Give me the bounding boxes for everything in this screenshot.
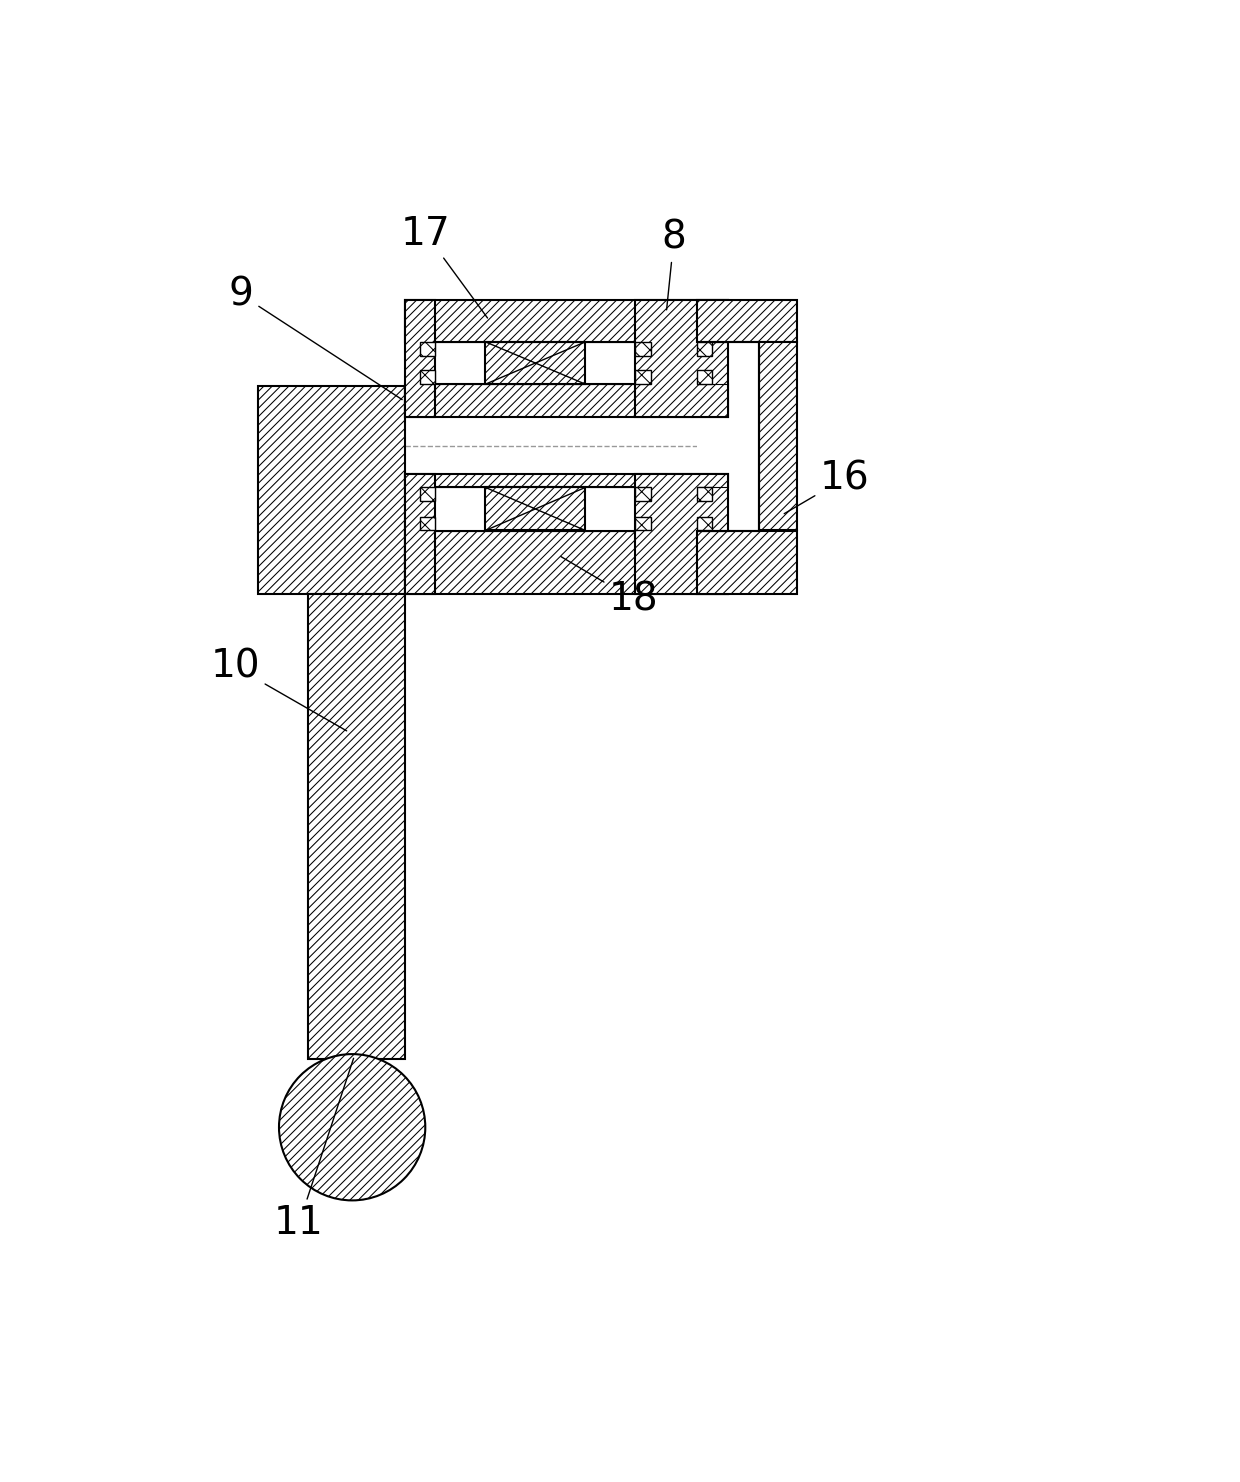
Bar	[635, 488, 651, 501]
Bar	[485, 488, 585, 531]
Bar	[697, 342, 713, 356]
Text: 11: 11	[274, 1058, 353, 1242]
Bar	[404, 531, 728, 594]
Bar	[635, 299, 728, 416]
Text: 17: 17	[402, 215, 487, 319]
Bar	[697, 299, 797, 342]
Bar	[759, 342, 797, 531]
Bar	[420, 488, 435, 501]
Bar	[404, 384, 728, 416]
Bar	[635, 517, 651, 531]
Bar	[697, 531, 797, 594]
Bar	[420, 370, 435, 384]
Bar	[309, 594, 404, 1060]
Bar	[635, 370, 651, 384]
Bar	[404, 299, 728, 342]
Text: 10: 10	[211, 648, 347, 731]
Bar	[420, 517, 435, 531]
Bar	[697, 488, 713, 501]
Bar	[258, 385, 404, 594]
Bar	[420, 342, 435, 356]
Text: 16: 16	[784, 459, 869, 514]
Bar	[635, 342, 651, 356]
Ellipse shape	[279, 1054, 425, 1200]
Text: 18: 18	[560, 557, 658, 619]
Bar	[485, 342, 585, 384]
Bar	[404, 474, 435, 594]
Bar	[697, 342, 759, 531]
Text: 9: 9	[229, 276, 402, 400]
Bar	[635, 474, 728, 594]
Bar	[697, 517, 713, 531]
Bar	[697, 370, 713, 384]
Bar	[404, 474, 728, 488]
Text: 8: 8	[662, 219, 687, 310]
Bar	[404, 299, 435, 416]
